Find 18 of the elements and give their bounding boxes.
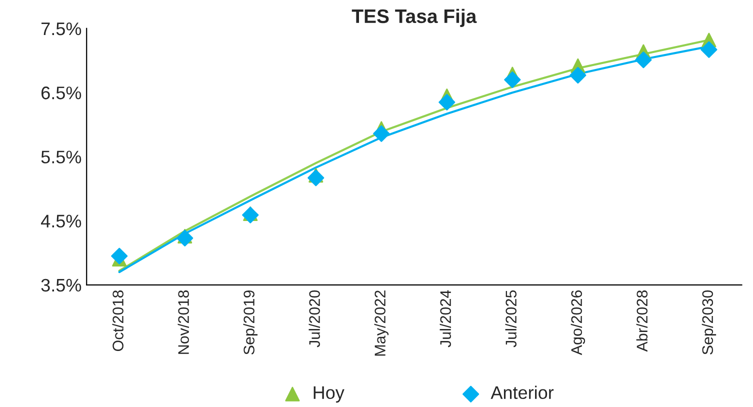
x-tick-label: Sep/2030 <box>702 290 716 354</box>
legend-label: Hoy <box>314 386 344 403</box>
x-tick-label: Jul/2020 <box>308 290 320 348</box>
y-tick-label: 4.5% <box>40 214 82 228</box>
x-tick-label: Ago/2026 <box>570 290 586 356</box>
x-tick-label: Abr/2028 <box>636 290 648 352</box>
y-tick-label: 7.5% <box>42 22 82 36</box>
x-tick-label: Nov/2018 <box>178 290 189 354</box>
x-tick-label: Jul/2025 <box>505 290 517 348</box>
x-tick-label: Sep/2019 <box>243 290 258 354</box>
x-tick-label: May/2022 <box>374 290 389 356</box>
chart-title: TES Tasa Fija <box>352 8 477 27</box>
legend-label: Anterior <box>490 386 554 400</box>
x-tick-label: Jul/2024 <box>440 290 452 348</box>
x-tick-label: Oct/2018 <box>112 290 124 352</box>
y-tick-label: 3.5% <box>41 278 82 292</box>
y-tick-label: 5.5% <box>41 150 82 164</box>
y-tick-label: 6.5% <box>42 86 82 100</box>
